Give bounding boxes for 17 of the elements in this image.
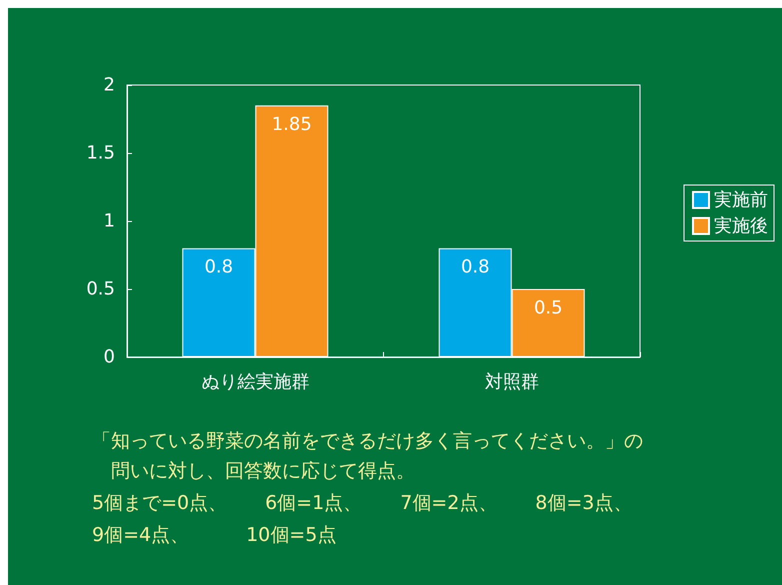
data-label: 0.8: [460, 256, 490, 278]
legend-label: 実施後: [714, 216, 768, 236]
text: 5個まで=0点、 6個=1点、 7個=2点、 8個=3点、: [92, 491, 634, 516]
y-tick-label: 0.5: [86, 278, 115, 300]
x-tick-label: 対照群: [484, 372, 539, 392]
y-tick-label: 2: [104, 74, 115, 96]
legend-label: 実施前: [714, 190, 768, 210]
y-tick-label: 1: [104, 210, 115, 232]
y-tick-label: 1.5: [86, 142, 115, 164]
text: 問いに対し、回答数に応じて得点。: [110, 459, 416, 484]
y-tick-label: 0: [104, 346, 115, 368]
data-label: 0.8: [204, 256, 234, 278]
data-label: 0.5: [534, 298, 563, 318]
data-label: 1.85: [272, 114, 312, 135]
text: 「知っている野菜の名前をできるだけ多く言ってください。」の: [92, 429, 643, 454]
text: 9個=4点、 10個=5点: [92, 523, 338, 548]
x-tick-label: ぬり絵実施群: [201, 372, 310, 392]
